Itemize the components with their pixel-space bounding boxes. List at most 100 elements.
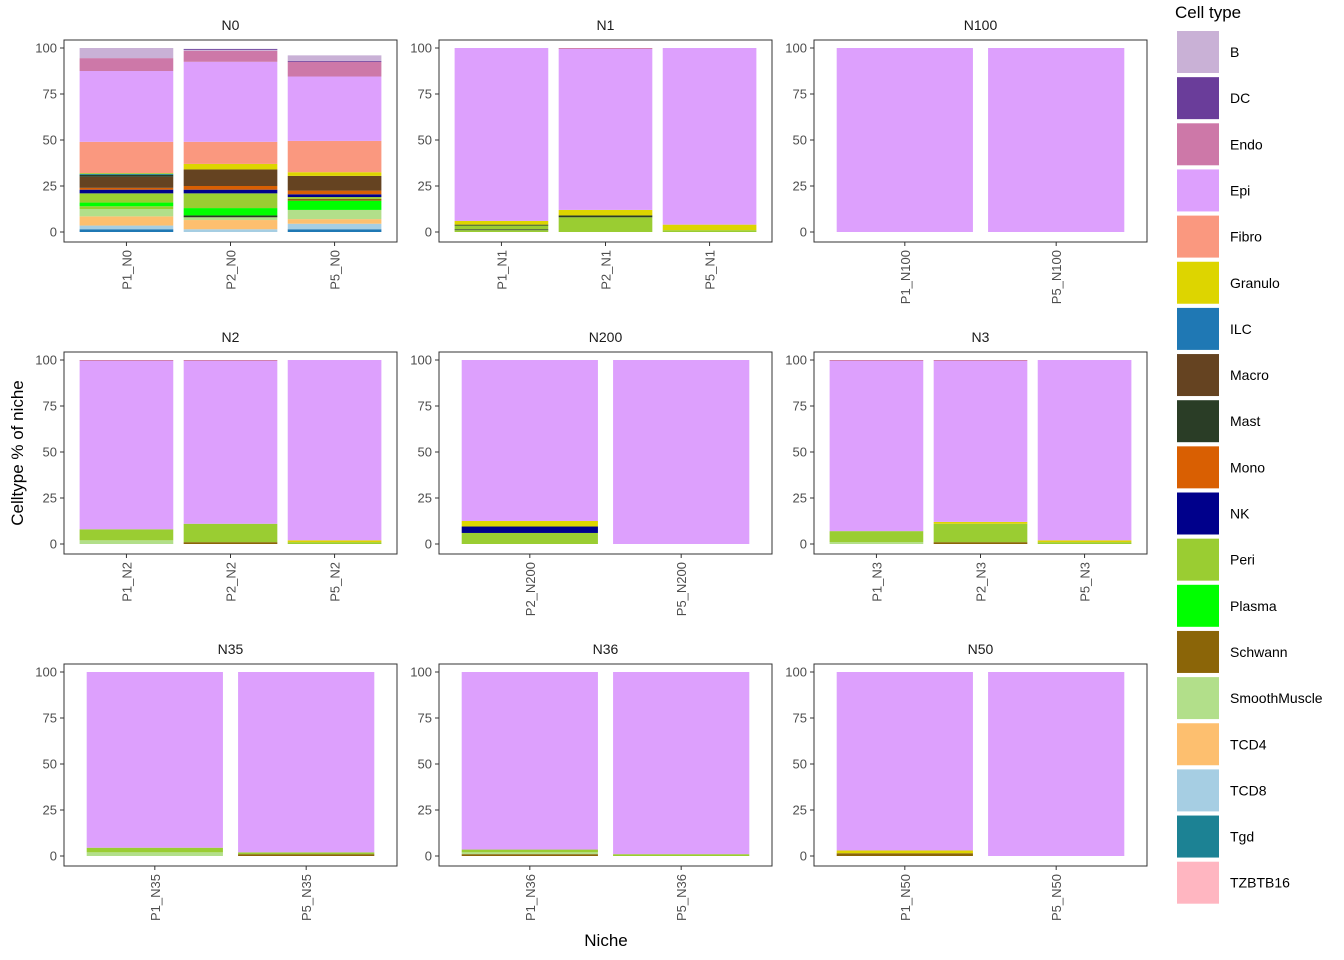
bar-segment-Peri xyxy=(662,230,757,232)
legend-item-TZBTB16: TZBTB16 xyxy=(1177,861,1290,904)
bar-segment-Epi xyxy=(461,360,598,521)
x-tick-label: P5_N100 xyxy=(1049,250,1064,304)
bar-segment-Endo xyxy=(183,360,278,361)
legend-swatch xyxy=(1177,677,1219,720)
bar-P5_N50 xyxy=(988,672,1125,856)
legend-swatch xyxy=(1177,400,1219,443)
legend-item-Fibro: Fibro xyxy=(1177,215,1262,258)
legend-item-Granulo: Granulo xyxy=(1177,261,1280,304)
bar-segment-SmoothMuscle xyxy=(829,542,924,544)
facet-panel-N3: N3 0 25 50 75 100 P1_N3 P2_N3 P5_N3 xyxy=(785,329,1148,602)
y-tick-label: 0 xyxy=(425,225,432,240)
bar-segment-Epi xyxy=(558,48,653,210)
legend-item-Mono: Mono xyxy=(1177,446,1265,489)
x-tick-label: P1_N1 xyxy=(494,250,509,290)
legend-label: Epi xyxy=(1230,182,1250,198)
y-tick-label: 75 xyxy=(43,711,57,726)
bar-P1_N100 xyxy=(836,48,973,232)
legend-label: TZBTB16 xyxy=(1230,875,1290,891)
legend-swatch xyxy=(1177,769,1219,812)
bar-P1_N35 xyxy=(86,672,223,856)
y-tick-label: 50 xyxy=(43,133,57,148)
bar-segment-Endo xyxy=(558,48,653,49)
legend-swatch xyxy=(1177,354,1219,397)
x-tick-label: P5_N0 xyxy=(328,250,343,290)
bar-P5_N100 xyxy=(988,48,1125,232)
bar-segment-Fibro xyxy=(183,141,278,164)
y-tick-label: 100 xyxy=(35,353,57,368)
bar-segment-SmoothMuscle xyxy=(86,852,223,856)
bar-segment-SmoothMuscle xyxy=(79,540,174,544)
legend-label: TCD8 xyxy=(1230,782,1267,798)
bar-segment-SmoothMuscle xyxy=(287,209,382,220)
panel-title: N36 xyxy=(593,641,619,657)
y-tick-label: 100 xyxy=(785,665,807,680)
bar-segment-ILC xyxy=(287,229,382,232)
y-tick-label: 25 xyxy=(43,803,57,818)
legend-swatch xyxy=(1177,169,1219,212)
y-tick-label: 50 xyxy=(43,445,57,460)
legend-item-Tgd: Tgd xyxy=(1177,815,1254,858)
facet-panel-N200: N200 0 25 50 75 100 P2_N200 P5_N200 xyxy=(410,329,773,616)
bar-P2_N3 xyxy=(933,360,1028,544)
bar-P5_N3 xyxy=(1037,360,1132,544)
y-tick-label: 50 xyxy=(418,757,432,772)
y-tick-label: 75 xyxy=(793,87,807,102)
y-tick-label: 100 xyxy=(410,353,432,368)
bar-segment-NK xyxy=(461,526,598,533)
bar-segment-Schwann xyxy=(287,198,382,201)
legend-item-Plasma: Plasma xyxy=(1177,584,1277,627)
legend-swatch xyxy=(1177,77,1219,120)
legend-item-TCD4: TCD4 xyxy=(1177,723,1267,766)
bar-segment-Granulo xyxy=(461,521,598,527)
bar-segment-Peri xyxy=(79,529,174,541)
legend-swatch xyxy=(1177,630,1219,673)
bar-P1_N50 xyxy=(836,672,973,856)
bar-segment-Peri xyxy=(238,852,375,855)
bar-segment-Epi xyxy=(662,48,757,225)
legend-swatch xyxy=(1177,723,1219,766)
panel-title: N200 xyxy=(589,329,623,345)
bar-segment-Schwann xyxy=(461,854,598,856)
legend-label: Macro xyxy=(1230,367,1269,383)
panel-title: N1 xyxy=(597,17,615,33)
legend-swatch xyxy=(1177,492,1219,535)
bar-segment-Plasma xyxy=(79,202,174,207)
bar-segment-Peri xyxy=(79,193,174,203)
bar-segment-Granulo xyxy=(287,540,382,543)
legend-swatch xyxy=(1177,215,1219,258)
legend-swatch xyxy=(1177,861,1219,904)
bar-segment-Mast xyxy=(79,174,174,177)
legend-swatch xyxy=(1177,446,1219,489)
facet-panel-N35: N35 0 25 50 75 100 P1_N35 P5_N35 xyxy=(35,641,398,921)
bar-segment-Peri xyxy=(183,193,278,209)
bar-segment-Epi xyxy=(933,360,1028,522)
bar-segment-Peri xyxy=(558,217,653,232)
y-tick-label: 0 xyxy=(50,849,57,864)
legend-item-Schwann: Schwann xyxy=(1177,630,1288,673)
legend-label: Granulo xyxy=(1230,275,1280,291)
legend-label: TCD4 xyxy=(1230,736,1267,752)
bar-segment-Epi xyxy=(454,48,549,221)
legend-item-Epi: Epi xyxy=(1177,169,1250,212)
bar-segment-Macro xyxy=(183,169,278,186)
x-tick-label: P1_N2 xyxy=(119,562,134,602)
legend-title: Cell type xyxy=(1175,3,1241,22)
x-tick-label: P5_N200 xyxy=(674,562,689,616)
bar-segment-Granulo xyxy=(287,172,382,176)
bar-segment-Endo xyxy=(933,360,1028,361)
bar-segment-SmoothMuscle xyxy=(183,217,278,221)
bar-segment-Granulo xyxy=(183,163,278,170)
legend-swatch xyxy=(1177,123,1219,166)
bar-segment-Granulo xyxy=(1037,540,1132,543)
x-tick-label: P2_N1 xyxy=(599,250,614,290)
legend-label: SmoothMuscle xyxy=(1230,690,1323,706)
bar-segment-Epi xyxy=(836,48,973,232)
legend-label: B xyxy=(1230,44,1239,60)
bar-segment-Mono xyxy=(287,190,382,195)
x-tick-label: P1_N50 xyxy=(898,874,913,921)
bar-segment-Peri xyxy=(79,173,174,175)
bar-P1_N0 xyxy=(79,48,174,232)
legend-label: NK xyxy=(1230,506,1250,522)
